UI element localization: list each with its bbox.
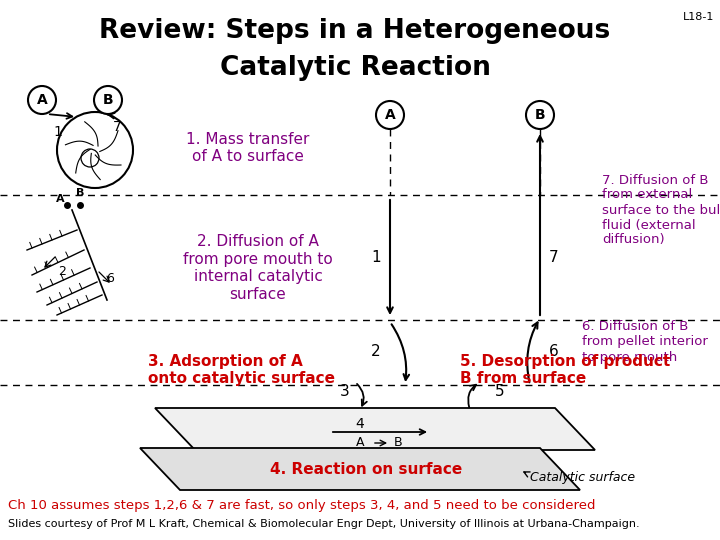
Text: B: B: [76, 188, 84, 198]
Text: B: B: [535, 108, 545, 122]
Text: 7. Diffusion of B
from external
surface to the bulk
fluid (external
diffusion): 7. Diffusion of B from external surface …: [602, 173, 720, 246]
Text: Slides courtesy of Prof M L Kraft, Chemical & Biomolecular Engr Dept, University: Slides courtesy of Prof M L Kraft, Chemi…: [8, 519, 639, 529]
Text: 6: 6: [106, 272, 114, 285]
Text: Catalytic Reaction: Catalytic Reaction: [220, 55, 490, 81]
Text: 1: 1: [53, 125, 63, 139]
Text: 5. Desorption of product
B from surface: 5. Desorption of product B from surface: [460, 354, 670, 386]
Text: Review: Steps in a Heterogeneous: Review: Steps in a Heterogeneous: [99, 18, 611, 44]
Circle shape: [94, 86, 122, 114]
Circle shape: [57, 112, 133, 188]
Text: 2: 2: [58, 265, 66, 278]
Text: 1. Mass transfer
of A to surface: 1. Mass transfer of A to surface: [186, 132, 310, 164]
Text: L18-1: L18-1: [683, 12, 714, 22]
Text: 2. Diffusion of A
from pore mouth to
internal catalytic
surface: 2. Diffusion of A from pore mouth to int…: [183, 234, 333, 302]
Text: A: A: [37, 93, 48, 107]
Text: A: A: [384, 108, 395, 122]
Text: Catalytic surface: Catalytic surface: [530, 471, 635, 484]
Text: A: A: [356, 436, 364, 449]
Circle shape: [526, 101, 554, 129]
Circle shape: [376, 101, 404, 129]
Text: 6: 6: [549, 345, 559, 360]
Text: 7: 7: [112, 120, 122, 134]
Text: A: A: [55, 194, 64, 204]
Text: 6. Diffusion of B
from pellet interior
to pore mouth: 6. Diffusion of B from pellet interior t…: [582, 321, 708, 363]
Text: 4: 4: [356, 417, 364, 431]
Text: B: B: [103, 93, 113, 107]
Text: 5: 5: [495, 384, 505, 400]
Text: 2: 2: [372, 345, 381, 360]
Polygon shape: [155, 408, 595, 450]
Text: 7: 7: [549, 249, 559, 265]
Text: 4. Reaction on surface: 4. Reaction on surface: [270, 462, 462, 477]
Text: 3. Adsorption of A
onto catalytic surface: 3. Adsorption of A onto catalytic surfac…: [148, 354, 335, 386]
Text: 3: 3: [340, 384, 350, 400]
Text: Ch 10 assumes steps 1,2,6 & 7 are fast, so only steps 3, 4, and 5 need to be con: Ch 10 assumes steps 1,2,6 & 7 are fast, …: [8, 500, 595, 512]
Text: B: B: [394, 436, 402, 449]
Polygon shape: [140, 448, 580, 490]
Circle shape: [28, 86, 56, 114]
Text: 1: 1: [372, 249, 381, 265]
